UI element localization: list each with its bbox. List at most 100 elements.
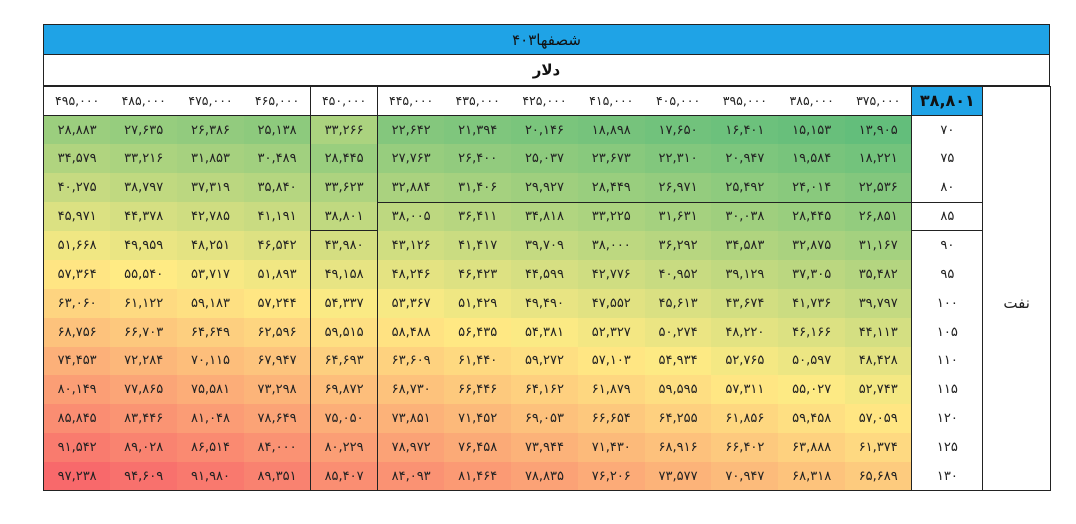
data-cell[interactable]: ۵۱,۶۶۸ — [43, 230, 111, 260]
data-cell[interactable]: ۱۸,۲۲۱ — [845, 144, 912, 174]
data-cell[interactable]: ۴۰,۹۵۲ — [644, 259, 712, 289]
data-cell[interactable]: ۸۶,۵۱۴ — [177, 433, 244, 463]
column-header[interactable]: ۴۸۵,۰۰۰ — [110, 86, 178, 116]
data-cell[interactable]: ۶۴,۶۴۹ — [177, 317, 244, 347]
data-cell[interactable]: ۷۴,۴۵۳ — [43, 346, 111, 376]
data-cell[interactable]: ۵۵,۵۴۰ — [110, 259, 178, 289]
data-cell[interactable]: ۲۹,۹۲۷ — [511, 173, 578, 203]
data-cell[interactable]: ۵۳,۷۱۷ — [177, 259, 244, 289]
data-cell[interactable]: ۶۲,۵۹۶ — [243, 317, 311, 347]
data-cell[interactable]: ۳۸,۸۰۱ — [310, 202, 378, 232]
data-cell[interactable]: ۵۷,۳۶۴ — [43, 259, 111, 289]
data-cell[interactable]: ۳۹,۷۰۹ — [511, 230, 578, 260]
data-cell[interactable]: ۶۳,۶۰۹ — [377, 346, 445, 376]
data-cell[interactable]: ۳۵,۴۸۲ — [845, 259, 912, 289]
data-cell[interactable]: ۵۵,۰۲۷ — [778, 375, 846, 405]
data-cell[interactable]: ۲۲,۶۴۲ — [377, 114, 445, 145]
data-cell[interactable]: ۴۸,۲۲۰ — [711, 317, 779, 347]
data-cell[interactable]: ۳۳,۲۱۶ — [110, 144, 178, 174]
data-cell[interactable]: ۳۱,۴۰۶ — [444, 173, 512, 203]
data-cell[interactable]: ۷۰,۹۴۷ — [711, 462, 779, 492]
data-cell[interactable]: ۵۷,۰۵۹ — [845, 404, 912, 434]
data-cell[interactable]: ۴۰,۲۷۵ — [43, 173, 111, 203]
data-cell[interactable]: ۷۱,۴۳۰ — [577, 433, 645, 463]
data-cell[interactable]: ۶۶,۷۰۳ — [110, 317, 178, 347]
data-cell[interactable]: ۳۲,۸۷۵ — [778, 230, 846, 260]
data-cell[interactable]: ۴۴,۵۹۹ — [511, 259, 578, 289]
data-cell[interactable]: ۲۵,۴۹۲ — [711, 173, 779, 203]
data-cell[interactable]: ۶۶,۴۰۲ — [711, 433, 779, 463]
data-cell[interactable]: ۲۸,۴۴۹ — [577, 173, 645, 203]
column-header[interactable]: ۳۷۵,۰۰۰ — [845, 86, 912, 116]
data-cell[interactable]: ۵۷,۱۰۳ — [577, 346, 645, 376]
data-cell[interactable]: ۷۷,۸۶۵ — [110, 375, 178, 405]
column-header[interactable]: ۴۲۵,۰۰۰ — [511, 86, 578, 116]
data-cell[interactable]: ۲۳,۶۷۳ — [577, 144, 645, 174]
data-cell[interactable]: ۲۶,۹۷۱ — [644, 173, 712, 203]
data-cell[interactable]: ۷۸,۹۷۲ — [377, 433, 445, 463]
data-cell[interactable]: ۹۱,۹۸۰ — [177, 462, 244, 492]
data-cell[interactable]: ۶۸,۷۳۰ — [377, 375, 445, 405]
data-cell[interactable]: ۴۵,۹۷۱ — [43, 202, 111, 231]
data-cell[interactable]: ۳۱,۸۵۳ — [177, 144, 244, 174]
data-cell[interactable]: ۷۵,۵۸۱ — [177, 375, 244, 405]
data-cell[interactable]: ۳۳,۲۲۵ — [577, 202, 645, 231]
data-cell[interactable]: ۸۰,۱۴۹ — [43, 375, 111, 405]
row-header[interactable]: ۱۲۵ — [911, 433, 984, 463]
data-cell[interactable]: ۷۳,۹۴۴ — [511, 433, 578, 463]
data-cell[interactable]: ۴۲,۷۸۵ — [177, 202, 244, 231]
row-header[interactable]: ۷۵ — [911, 144, 984, 174]
data-cell[interactable]: ۳۵,۸۴۰ — [243, 173, 311, 203]
data-cell[interactable]: ۵۰,۲۷۴ — [644, 317, 712, 347]
row-header[interactable]: ۱۱۵ — [911, 375, 984, 405]
data-cell[interactable]: ۳۴,۸۱۸ — [511, 202, 578, 231]
data-cell[interactable]: ۲۸,۸۸۳ — [43, 115, 111, 145]
data-cell[interactable]: ۳۴,۵۷۹ — [43, 144, 111, 174]
data-cell[interactable]: ۴۹,۱۵۸ — [310, 259, 378, 289]
data-cell[interactable]: ۷۸,۶۴۹ — [243, 404, 311, 434]
data-cell[interactable]: ۲۷,۷۶۳ — [377, 144, 445, 174]
data-cell[interactable]: ۲۸,۴۴۵ — [310, 144, 378, 174]
data-cell[interactable]: ۳۱,۶۳۱ — [644, 202, 712, 231]
data-cell[interactable]: ۲۰,۹۴۷ — [711, 144, 779, 174]
data-cell[interactable]: ۶۴,۶۹۳ — [310, 346, 378, 376]
data-cell[interactable]: ۶۳,۰۶۰ — [43, 288, 111, 318]
data-cell[interactable]: ۵۹,۱۸۳ — [177, 288, 244, 318]
data-cell[interactable]: ۲۸,۴۴۵ — [778, 202, 846, 231]
data-cell[interactable]: ۶۸,۳۱۸ — [778, 462, 846, 492]
data-cell[interactable]: ۳۶,۲۹۲ — [644, 230, 712, 260]
data-cell[interactable]: ۸۵,۴۰۷ — [310, 462, 378, 492]
data-cell[interactable]: ۲۵,۰۳۷ — [511, 144, 578, 174]
column-header[interactable]: ۳۸۵,۰۰۰ — [778, 86, 846, 116]
data-cell[interactable]: ۹۴,۶۰۹ — [110, 462, 178, 492]
row-header[interactable]: ۱۲۰ — [911, 404, 984, 434]
data-cell[interactable]: ۱۸,۸۹۸ — [577, 114, 645, 145]
data-cell[interactable]: ۴۴,۱۱۳ — [845, 317, 912, 347]
data-cell[interactable]: ۵۰,۵۹۷ — [778, 346, 846, 376]
data-cell[interactable]: ۵۲,۷۶۵ — [711, 346, 779, 376]
data-cell[interactable]: ۲۲,۵۳۶ — [845, 173, 912, 203]
data-cell[interactable]: ۱۳,۹۰۵ — [845, 114, 912, 145]
data-cell[interactable]: ۶۴,۱۶۲ — [511, 375, 578, 405]
corner-value-cell[interactable]: ۳۸,۸۰۱ — [911, 86, 984, 116]
column-header[interactable]: ۴۶۵,۰۰۰ — [243, 86, 311, 116]
data-cell[interactable]: ۶۱,۳۷۴ — [845, 433, 912, 463]
row-header[interactable]: ۱۰۵ — [911, 317, 984, 347]
data-cell[interactable]: ۳۶,۴۱۱ — [444, 202, 512, 231]
data-cell[interactable]: ۵۱,۴۲۹ — [444, 288, 512, 318]
data-cell[interactable]: ۳۳,۶۲۳ — [310, 173, 378, 203]
data-cell[interactable]: ۳۷,۳۱۹ — [177, 173, 244, 203]
data-cell[interactable]: ۶۱,۱۲۲ — [110, 288, 178, 318]
data-cell[interactable]: ۵۲,۳۲۷ — [577, 317, 645, 347]
data-cell[interactable]: ۴۹,۹۵۹ — [110, 230, 178, 260]
data-cell[interactable]: ۲۶,۳۸۶ — [177, 115, 244, 145]
data-cell[interactable]: ۴۲,۷۷۶ — [577, 259, 645, 289]
data-cell[interactable]: ۸۱,۰۴۸ — [177, 404, 244, 434]
data-cell[interactable]: ۲۴,۰۱۴ — [778, 173, 846, 203]
data-cell[interactable]: ۲۱,۳۹۴ — [444, 114, 512, 145]
data-cell[interactable]: ۹۷,۲۳۸ — [43, 462, 111, 492]
data-cell[interactable]: ۲۵,۱۳۸ — [243, 115, 311, 145]
data-cell[interactable]: ۷۸,۸۳۵ — [511, 462, 578, 492]
data-cell[interactable]: ۴۸,۲۴۶ — [377, 259, 445, 289]
column-header[interactable]: ۴۷۵,۰۰۰ — [177, 86, 244, 116]
